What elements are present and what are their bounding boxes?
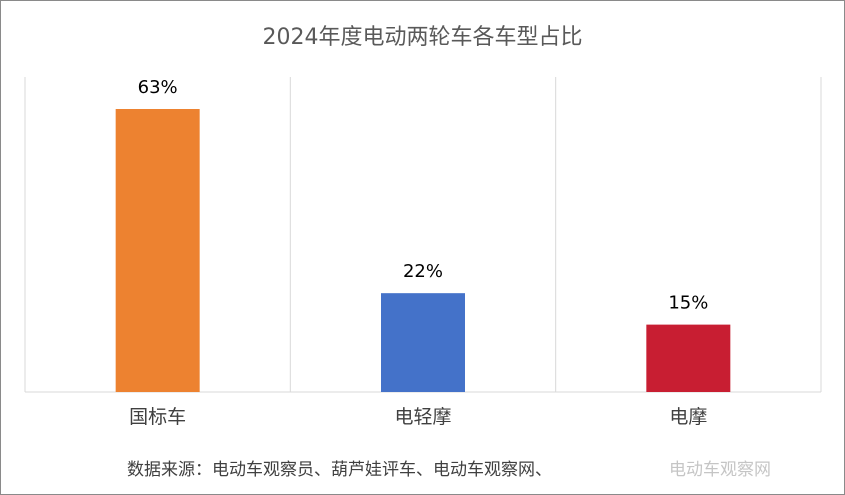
data-label: 22% [403,261,443,282]
bar [646,324,731,392]
category-tick-label: 电摩 [669,406,707,428]
bar [381,293,465,392]
data-label: 15% [668,293,708,314]
bar [115,109,200,392]
category-tick-label: 电轻摩 [394,406,451,428]
category-tick-label: 国标车 [129,406,186,428]
data-source-note: 数据来源：电动车观察员、葫芦娃评车、电动车观察网、 [127,460,552,480]
data-label: 63% [138,77,178,98]
chart-title: 2024年度电动两轮车各车型占比 [262,25,583,50]
watermark: 电动车观察网 [669,460,771,480]
